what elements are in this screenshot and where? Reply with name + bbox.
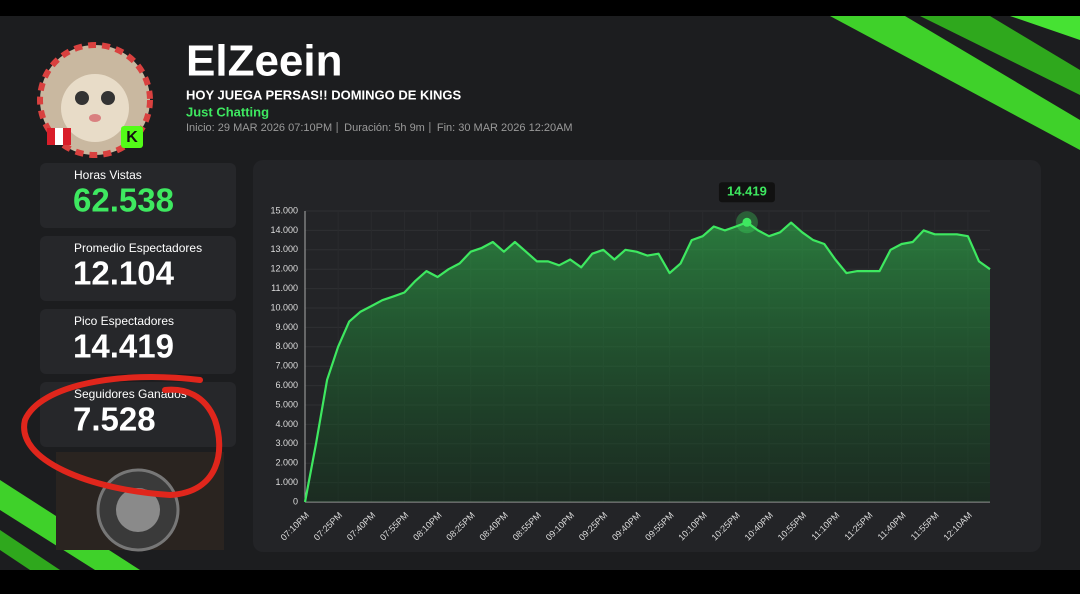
stat-card xyxy=(40,163,236,228)
meta-item: Duración: 5h 9m xyxy=(344,122,425,134)
thumbnail xyxy=(56,452,224,552)
stat-card xyxy=(40,309,236,374)
stat-card xyxy=(40,382,236,447)
y-tick-label: 1.000 xyxy=(275,477,298,487)
avatar: K xyxy=(37,42,153,158)
annotation-circle xyxy=(21,373,223,499)
category: Just Chatting xyxy=(186,104,269,119)
stat-value: 14.419 xyxy=(73,328,174,365)
meta-item: Fin: 30 MAR 2026 12:20AM xyxy=(437,122,573,134)
stat-card xyxy=(40,236,236,301)
stat-label: Promedio Espectadores xyxy=(74,241,202,255)
streamer-name: ElZeein xyxy=(186,37,343,86)
peak-label-box xyxy=(718,182,775,203)
y-tick-label: 5.000 xyxy=(275,399,298,409)
y-tick-label: 13.000 xyxy=(270,244,298,254)
meta-item: Inicio: 29 MAR 2026 07:10PM xyxy=(186,122,332,134)
stream-title: HOY JUEGA PERSAS!! DOMINGO DE KINGS xyxy=(186,87,462,102)
y-tick-label: 9.000 xyxy=(275,322,298,332)
y-tick-label: 15.000 xyxy=(270,205,298,215)
y-tick-label: 12.000 xyxy=(270,264,298,274)
stat-label: Horas Vistas xyxy=(74,168,142,182)
y-tick-label: 7.000 xyxy=(275,361,298,371)
stat-value: 12.104 xyxy=(73,255,175,292)
y-tick-label: 8.000 xyxy=(275,341,298,351)
stat-value: 7.528 xyxy=(73,401,156,438)
stat-label: Pico Espectadores xyxy=(74,314,174,328)
area xyxy=(305,222,990,503)
svg-text:K: K xyxy=(126,129,138,146)
line xyxy=(303,221,991,503)
y-tick-label: 6.000 xyxy=(275,380,298,390)
y-tick-label: 10.000 xyxy=(270,302,298,312)
meta: Inicio: 29 MAR 2026 07:10PM Duración: 5h … xyxy=(186,122,573,134)
peak-label: 14.419 xyxy=(727,184,767,199)
stat-label: Seguidores Ganados xyxy=(74,387,187,401)
y-tick-label: 3.000 xyxy=(275,438,298,448)
y-tick-label: 11.000 xyxy=(271,283,298,293)
y-tick-label: 0 xyxy=(293,496,298,506)
bottom-bar xyxy=(0,570,1080,589)
y-tick-label: 4.000 xyxy=(275,419,298,429)
peak-marker xyxy=(742,217,752,227)
y-tick-label: 2.000 xyxy=(275,458,298,468)
stat-value: 62.538 xyxy=(73,182,174,219)
y-tick-label: 14.000 xyxy=(270,225,298,235)
